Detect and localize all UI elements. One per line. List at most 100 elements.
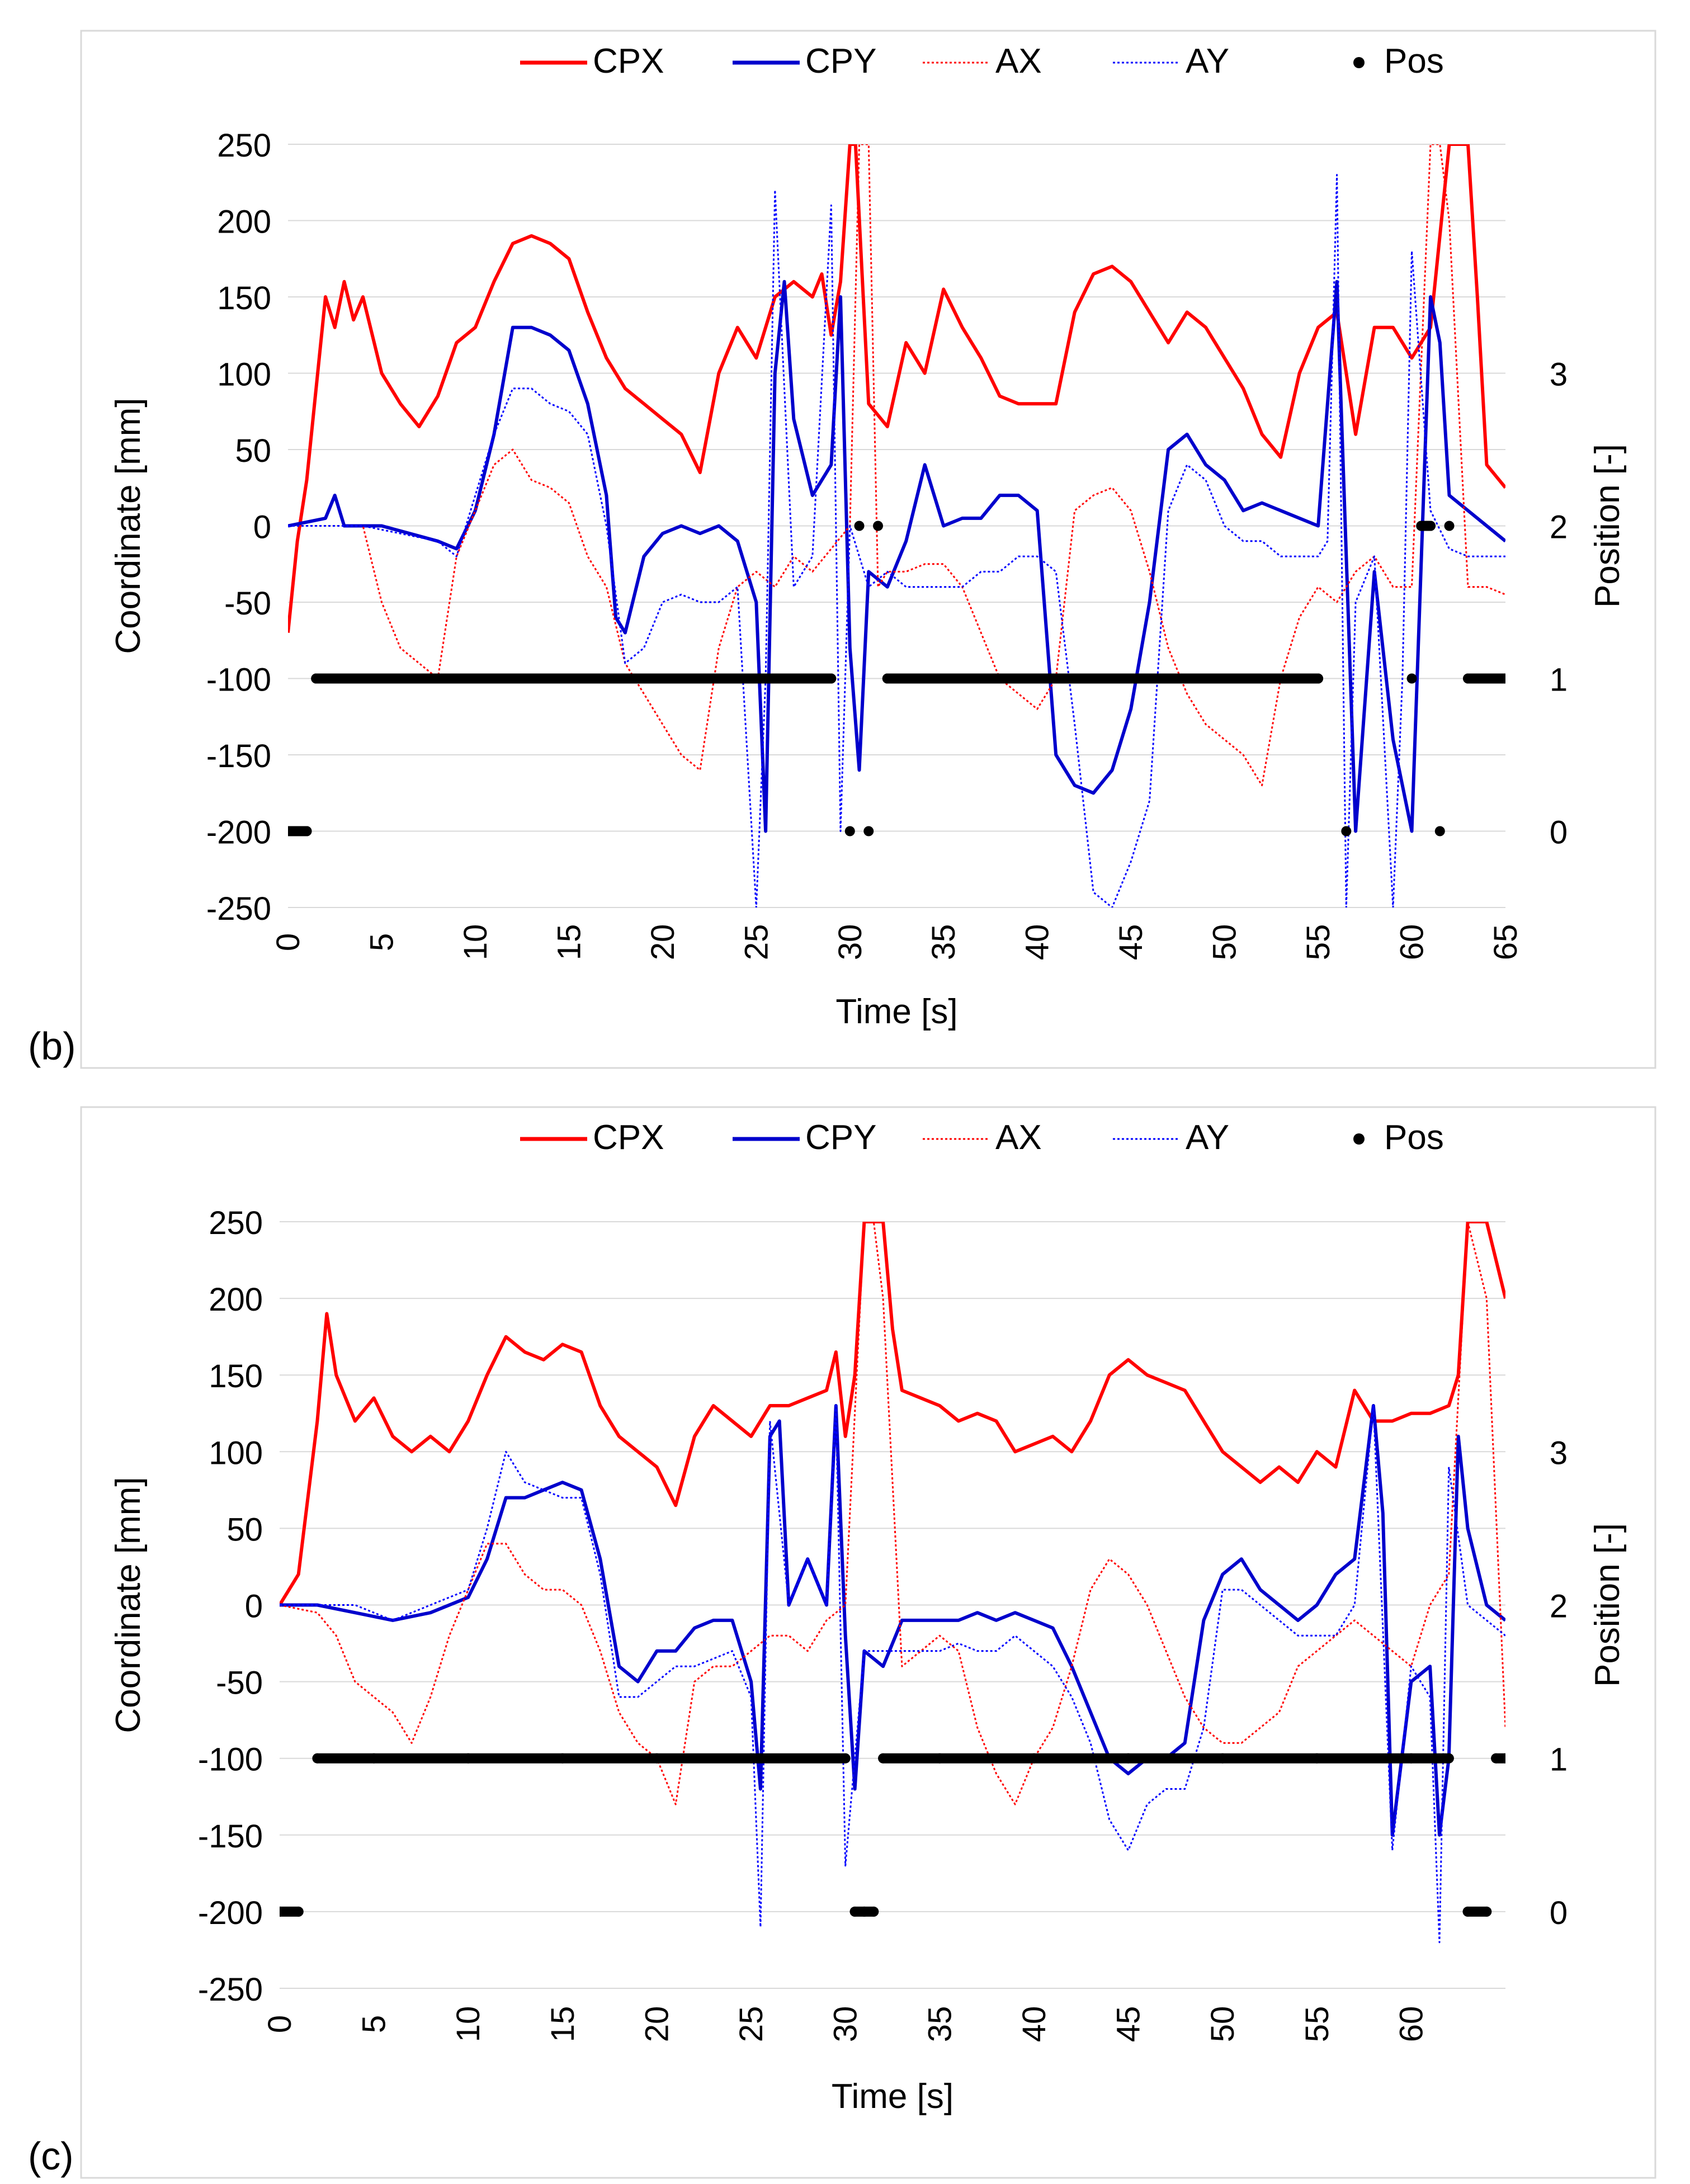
- series-line-ay: [280, 1405, 1505, 1944]
- y-tick-label: 100: [217, 357, 271, 393]
- pos-marker-point: [312, 1753, 323, 1764]
- pos-marker-point: [470, 673, 480, 684]
- series-line-cpx: [288, 144, 1505, 633]
- legend: CPX CPY AX AY Pos: [520, 42, 1444, 81]
- pos-marker-point: [878, 1753, 889, 1764]
- x-tick-label: 60: [1394, 924, 1431, 961]
- pos-marker-point: [934, 1753, 945, 1764]
- pos-marker-point: [463, 1753, 474, 1764]
- y-tick-label: -250: [198, 1972, 263, 2008]
- legend-swatch-marker: [1353, 1133, 1365, 1145]
- y-tick-label: 250: [217, 127, 271, 164]
- legend-label: AY: [1186, 42, 1229, 81]
- pos-marker-point: [859, 1906, 870, 1917]
- y2-tick-label: 0: [1550, 1895, 1568, 1931]
- pos-marker-point: [652, 1753, 662, 1764]
- y-axis-label: Coordinate [mm]: [109, 398, 148, 654]
- pos-marker-point: [868, 1906, 879, 1917]
- y-axis-label: Coordinate [mm]: [109, 1477, 148, 1733]
- pos-marker-point: [938, 673, 949, 684]
- y2-tick-label: 2: [1550, 509, 1568, 546]
- pos-marker-point: [1341, 826, 1352, 836]
- legend-label: Pos: [1384, 1118, 1444, 1157]
- x-tick-label: 30: [832, 924, 868, 961]
- legend-swatch-marker: [1353, 57, 1365, 68]
- x-tick-label: 0: [262, 2015, 298, 2033]
- pos-marker-point: [1444, 521, 1455, 531]
- series-line-cpy: [288, 280, 1505, 833]
- series-group: [288, 144, 1505, 907]
- y2-tick-label: 2: [1550, 1589, 1568, 1625]
- x-axis-label: Time [s]: [832, 2077, 953, 2116]
- pos-marker-point: [854, 521, 865, 531]
- pos-marker-point: [557, 1753, 568, 1764]
- pos-marker-point: [1311, 1753, 1322, 1764]
- y-tick-label: 250: [209, 1205, 263, 1241]
- pos-marker-point: [339, 673, 350, 684]
- x-tick-label: 10: [450, 2006, 487, 2043]
- x-tick-label: 25: [738, 924, 775, 961]
- x-tick-label: 0: [270, 933, 306, 951]
- pos-marker-point: [1217, 1753, 1228, 1764]
- x-tick-label: 20: [639, 2006, 675, 2043]
- pos-marker-point: [1032, 673, 1042, 684]
- pos-marker-point: [1313, 673, 1324, 684]
- series-group: [280, 1222, 1505, 1944]
- legend: CPX CPY AX AY Pos: [520, 1118, 1444, 1157]
- legend-label: Pos: [1384, 42, 1444, 81]
- x-tick-label: 45: [1113, 924, 1149, 961]
- pos-marker-point: [1406, 1753, 1417, 1764]
- legend-label: CPY: [805, 1118, 876, 1157]
- y-tick-label: 200: [209, 1282, 263, 1318]
- x-tick-label: 5: [356, 2015, 393, 2033]
- y-tick-label: -100: [198, 1742, 263, 1778]
- y-tick-label: -200: [206, 815, 271, 851]
- pos-marker-point: [1463, 673, 1474, 684]
- y2-axis-label: Position [-]: [1588, 1523, 1627, 1687]
- chart-frame: [80, 30, 1656, 1069]
- pos-marker-point: [863, 826, 874, 836]
- x-tick-label: 40: [1016, 2006, 1052, 2043]
- pos-marker-point: [1500, 1753, 1505, 1764]
- pos-marker-point: [311, 673, 322, 684]
- x-tick-label: 55: [1300, 924, 1337, 961]
- x-tick-label: 50: [1205, 2006, 1241, 2043]
- y-tick-label: -100: [206, 662, 271, 698]
- legend-label: AY: [1186, 1118, 1229, 1157]
- x-tick-label: 25: [733, 2006, 770, 2043]
- x-tick-label: 10: [457, 924, 494, 961]
- y-tick-label: 150: [217, 280, 271, 316]
- y-tick-label: 50: [235, 433, 271, 469]
- pos-marker-point: [1416, 521, 1427, 531]
- series-line-cpx: [280, 1222, 1505, 1606]
- pos-marker-point: [1425, 521, 1436, 531]
- legend-label: AX: [995, 1118, 1042, 1157]
- y-tick-label: -50: [224, 585, 271, 622]
- pos-marker-point: [1219, 673, 1230, 684]
- panel-label: (c): [28, 2134, 74, 2178]
- y-tick-label: 150: [209, 1358, 263, 1394]
- y-tick-label: -150: [206, 738, 271, 774]
- x-tick-label: 45: [1111, 2006, 1147, 2043]
- y-tick-label: 0: [253, 509, 271, 546]
- y2-tick-label: 1: [1550, 662, 1568, 698]
- series-line-ax: [288, 144, 1505, 787]
- y-tick-label: -200: [198, 1895, 263, 1931]
- legend-label: AX: [995, 42, 1042, 81]
- legend-label: CPX: [593, 42, 664, 81]
- pos-marker-point: [1126, 673, 1136, 684]
- y-tick-label: 100: [209, 1435, 263, 1471]
- pos-marker-point: [1491, 1753, 1502, 1764]
- pos-marker-point: [1443, 1753, 1454, 1764]
- x-tick-label: 15: [551, 924, 587, 961]
- pos-marker-point: [293, 1906, 304, 1917]
- x-tick-label: 35: [926, 924, 962, 961]
- pos-marker-point: [1123, 1753, 1134, 1764]
- pos-marker-point: [280, 1906, 285, 1917]
- series-line-cpy: [280, 1404, 1505, 1837]
- pos-marker-point: [844, 826, 855, 836]
- x-tick-label: 30: [828, 2006, 864, 2043]
- pos-marker-point: [320, 673, 331, 684]
